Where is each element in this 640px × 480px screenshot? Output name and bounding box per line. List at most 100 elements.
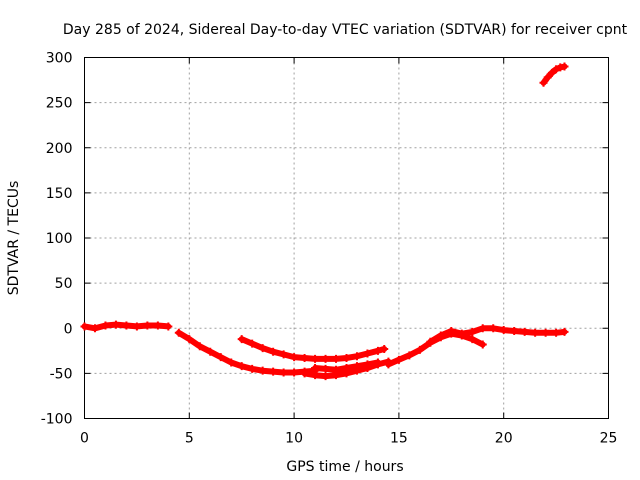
series-arc-7 — [426, 324, 569, 346]
y-tick-label: 0 — [64, 321, 73, 337]
series-arc-8 — [539, 62, 569, 87]
data-point — [227, 358, 236, 367]
y-tick-label: -50 — [50, 366, 73, 382]
data-point — [405, 351, 414, 360]
plot-area — [80, 62, 569, 381]
data-point — [531, 328, 540, 337]
data-point — [552, 328, 561, 337]
data-point — [132, 322, 141, 331]
data-point — [468, 327, 477, 336]
data-point — [436, 331, 445, 340]
data-point — [258, 344, 267, 353]
data-point — [342, 363, 351, 372]
data-point — [206, 347, 215, 356]
x-tick-label: 0 — [80, 431, 89, 447]
axis-ticks — [84, 57, 609, 419]
y-tick-label: -100 — [41, 412, 73, 428]
data-point — [560, 62, 569, 71]
data-point — [248, 364, 257, 373]
data-point — [164, 322, 173, 331]
y-tick-label: 50 — [55, 276, 73, 292]
data-point — [552, 65, 561, 74]
data-point — [384, 360, 393, 369]
data-point — [499, 326, 508, 335]
y-tick-label: 100 — [46, 231, 73, 247]
data-point — [300, 369, 309, 378]
data-point — [290, 368, 299, 377]
data-point — [101, 321, 110, 330]
x-tick-label: 5 — [185, 431, 194, 447]
data-point — [185, 335, 194, 344]
data-point — [547, 68, 556, 77]
data-point — [248, 339, 257, 348]
data-point — [237, 335, 246, 344]
data-point — [541, 328, 550, 337]
data-point — [311, 363, 320, 372]
chart-title: Day 285 of 2024, Sidereal Day-to-day VTE… — [63, 22, 628, 38]
x-tick-label: 20 — [495, 431, 513, 447]
y-axis-label: SDTVAR / TECUs — [6, 181, 22, 296]
x-tick-label: 15 — [390, 431, 408, 447]
data-point — [457, 329, 466, 338]
data-point — [143, 321, 152, 330]
data-point — [415, 345, 424, 354]
data-point — [300, 354, 309, 363]
data-point — [332, 354, 341, 363]
data-point — [332, 365, 341, 374]
x-axis-label: GPS time / hours — [286, 459, 403, 475]
y-tick-labels: -100 -50 0 50 100 150 200 250 300 — [41, 51, 73, 428]
data-point — [290, 353, 299, 362]
data-point — [321, 364, 330, 373]
data-point — [269, 347, 278, 356]
data-point — [279, 368, 288, 377]
data-point — [560, 327, 569, 336]
y-tick-label: 200 — [46, 141, 73, 157]
data-point — [216, 353, 225, 362]
data-point — [352, 362, 361, 371]
data-point — [342, 354, 351, 363]
data-point — [478, 340, 487, 349]
data-point — [539, 78, 548, 87]
x-tick-labels: 0 5 10 15 20 25 — [80, 431, 617, 447]
data-point — [510, 326, 519, 335]
data-point — [447, 326, 456, 335]
data-point — [426, 337, 435, 346]
data-point — [258, 366, 267, 375]
series-arc-5 — [311, 358, 382, 374]
data-point — [468, 335, 477, 344]
y-tick-label: 300 — [46, 51, 73, 67]
y-tick-label: 150 — [46, 186, 73, 202]
data-point — [321, 372, 330, 381]
data-point — [478, 324, 487, 333]
data-point — [489, 324, 498, 333]
data-point — [394, 355, 403, 364]
data-point — [373, 358, 382, 367]
data-point — [269, 367, 278, 376]
series-arc-2 — [174, 328, 320, 377]
data-point — [90, 324, 99, 333]
data-point — [237, 362, 246, 371]
data-point — [279, 350, 288, 359]
data-point — [363, 349, 372, 358]
data-point — [80, 322, 89, 331]
series-arc-1 — [80, 320, 173, 333]
data-point — [153, 321, 162, 330]
data-point — [380, 345, 389, 354]
data-point — [311, 371, 320, 380]
data-point — [111, 320, 120, 329]
data-point — [174, 328, 183, 337]
data-point — [352, 352, 361, 361]
y-tick-label: 250 — [46, 96, 73, 112]
data-point — [543, 73, 552, 82]
data-point — [321, 354, 330, 363]
data-point — [373, 346, 382, 355]
data-point — [363, 360, 372, 369]
data-point — [122, 321, 131, 330]
data-point — [195, 342, 204, 351]
data-point — [311, 354, 320, 363]
x-tick-label: 25 — [600, 431, 618, 447]
x-tick-label: 10 — [285, 431, 303, 447]
series-arc-3 — [237, 335, 389, 363]
